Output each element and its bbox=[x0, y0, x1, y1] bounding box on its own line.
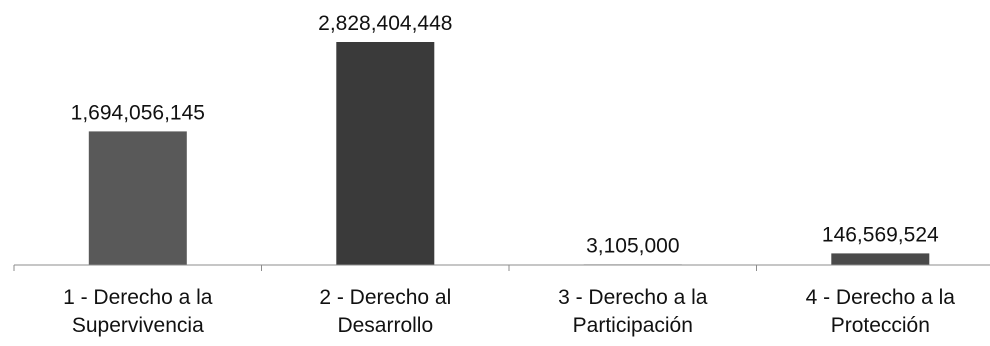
category-label-2-line-2: Desarrollo bbox=[337, 314, 433, 337]
category-label-1-line-1: 1 - Derecho a la bbox=[63, 286, 213, 309]
value-label-4: 146,569,524 bbox=[822, 223, 939, 246]
value-label-3: 3,105,000 bbox=[586, 234, 679, 257]
category-label-1-line-2: Supervivencia bbox=[72, 314, 204, 337]
bar-2 bbox=[336, 42, 435, 265]
bar-4 bbox=[831, 253, 930, 265]
x-axis bbox=[13, 264, 990, 271]
category-label-4-line-1: 4 - Derecho a la bbox=[806, 286, 956, 309]
value-labels-layer: 1,694,056,145 2,828,404,448 3,105,000 146,5… bbox=[71, 12, 939, 257]
category-labels-layer: 1 - Derecho a la Supervivencia 2 - Derecho… bbox=[63, 286, 955, 337]
value-label-1: 1,694,056,145 bbox=[71, 101, 205, 124]
category-label-3-line-1: 3 - Derecho a la bbox=[558, 286, 708, 309]
category-label-4-line-2: Protección bbox=[831, 314, 930, 337]
category-label-3-line-2: Participación bbox=[573, 314, 693, 337]
bars-layer bbox=[88, 42, 930, 265]
category-label-2-line-1: 2 - Derecho al bbox=[319, 286, 451, 309]
value-label-2: 2,828,404,448 bbox=[318, 12, 452, 35]
bar-1 bbox=[88, 131, 187, 265]
